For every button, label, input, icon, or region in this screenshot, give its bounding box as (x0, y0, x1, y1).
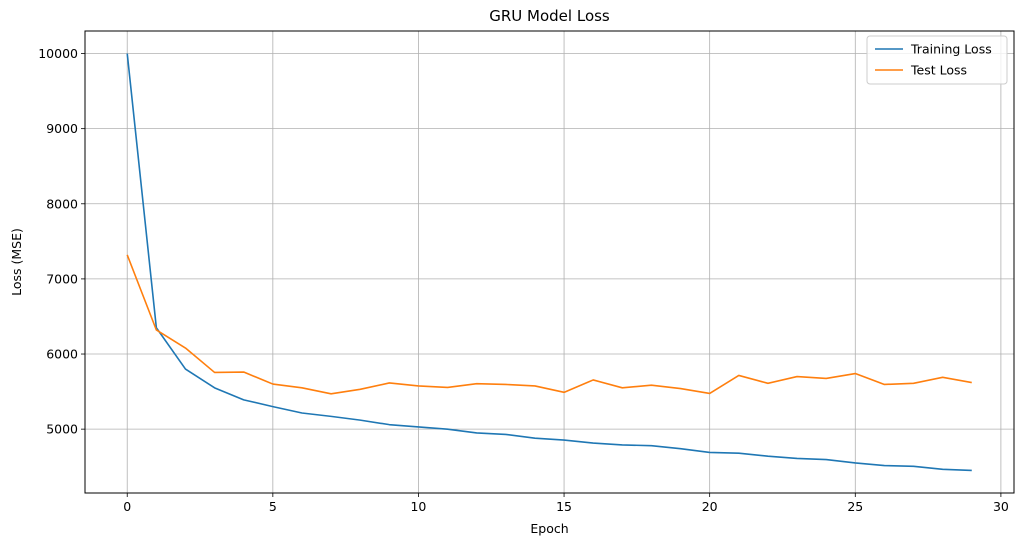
y-tick-label: 10000 (38, 46, 78, 61)
x-tick-label: 25 (847, 499, 863, 514)
y-tick-label: 8000 (46, 196, 78, 211)
legend-box (866, 35, 1008, 85)
grid (85, 31, 1014, 493)
x-ticks: 0 5 10 15 20 25 30 (123, 493, 1009, 514)
x-tick-label: 30 (993, 499, 1009, 514)
x-tick-label: 20 (702, 499, 718, 514)
legend: Training Loss Test Loss (866, 35, 1008, 85)
y-axis-label: Loss (MSE) (9, 228, 24, 296)
chart-title: GRU Model Loss (489, 7, 610, 25)
y-tick-label: 9000 (46, 121, 78, 136)
y-tick-label: 7000 (46, 271, 78, 286)
series-line-training-loss (126, 53, 972, 472)
y-ticks: 5000 6000 7000 8000 9000 10000 (38, 46, 85, 437)
x-tick-label: 5 (269, 499, 277, 514)
y-tick-label: 6000 (46, 347, 78, 362)
x-axis-label: Epoch (530, 521, 568, 536)
series-group (126, 53, 972, 472)
x-tick-label: 15 (556, 499, 572, 514)
x-tick-label: 10 (410, 499, 426, 514)
x-tick-label: 0 (123, 499, 131, 514)
legend-label-test-loss: Test Loss (910, 63, 967, 78)
series-line-test-loss (126, 254, 972, 395)
y-tick-label: 5000 (46, 422, 78, 437)
legend-label-training-loss: Training Loss (910, 42, 992, 57)
plot-frame (84, 30, 1015, 494)
